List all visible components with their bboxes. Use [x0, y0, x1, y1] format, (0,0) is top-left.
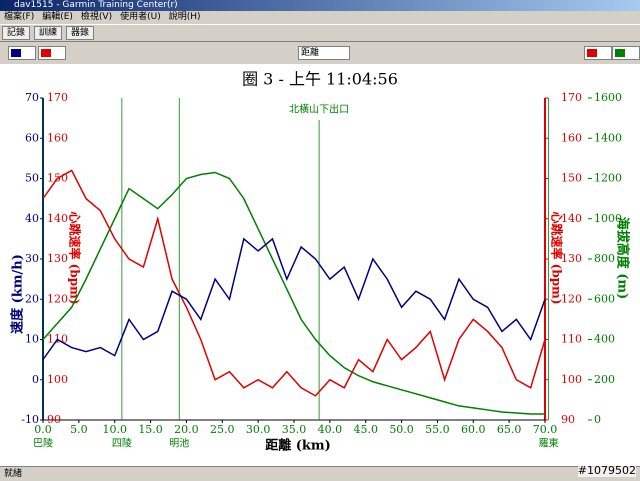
y3-tick-label: 1400	[594, 131, 622, 144]
y-tick-label: 10	[25, 333, 39, 346]
status-bar: 就緒	[0, 466, 640, 480]
y-tick-label: 50	[25, 172, 39, 185]
toolbar-button[interactable]: 訓練	[34, 26, 63, 40]
y3-axis-label: 海拔高度 (m)	[615, 217, 631, 300]
color-picker[interactable]	[8, 46, 36, 60]
color-picker[interactable]	[584, 46, 612, 60]
menu-item[interactable]: 說明(H)	[168, 12, 201, 22]
y2-tick-label: 160	[47, 131, 68, 144]
y-tick-label: 30	[25, 252, 39, 265]
x-tick-label: 60.0	[461, 423, 486, 436]
chart-title: 圈 3 - 上午 11:04:56	[242, 70, 398, 89]
x-tick-label: 70.0	[533, 423, 558, 436]
y-tick-label: 20	[25, 292, 39, 305]
x-tick-label: 15.0	[138, 423, 163, 436]
x-tick-label: 10.0	[102, 423, 127, 436]
x-axis-label: 距離 (km)	[265, 438, 331, 454]
y-tick-label: -10	[21, 413, 39, 426]
annotation: 明池	[169, 437, 189, 450]
y2-tick-label: 130	[47, 252, 68, 265]
window-title: dav1515 - Garmin Training Center(r)	[0, 0, 640, 11]
menu-bar: 檔案(F) 編輯(E) 檢視(V) 使用者(U) 說明(H)	[0, 11, 640, 23]
x-tick-label: 5.0	[70, 423, 88, 436]
y2-tick-label: 170	[47, 91, 68, 104]
toolbar-button[interactable]: 器錄	[66, 26, 95, 40]
color-picker[interactable]	[38, 46, 66, 60]
y3-tick-label: 200	[594, 373, 615, 386]
y2-axis-label: 心跳速率 (bpm)	[550, 211, 565, 304]
x-tick-label: 35.0	[282, 423, 307, 436]
toolbar: 記錄 訓練 器錄	[0, 24, 640, 42]
y2-tick-label: 90	[561, 413, 575, 426]
y2-tick-label: 110	[561, 333, 582, 346]
y-tick-label: 70	[25, 91, 39, 104]
y2-tick-label: 160	[561, 131, 582, 144]
annotation: 巴陵	[33, 438, 53, 450]
annotation: 四陵	[112, 438, 132, 450]
y2-tick-label: 100	[47, 373, 68, 386]
x-tick-label: 50.0	[389, 423, 414, 436]
y2-tick-label: 130	[561, 252, 582, 265]
x-tick-label: 40.0	[318, 423, 343, 436]
y3-tick-label: 0	[594, 413, 601, 426]
y3-tick-label: 1200	[594, 172, 622, 185]
y3-tick-label: 800	[594, 252, 615, 265]
y3-tick-label: 400	[594, 333, 615, 346]
menu-item[interactable]: 檔案(F)	[4, 12, 35, 22]
color-picker[interactable]	[612, 46, 640, 60]
y-tick-label: 40	[25, 212, 39, 225]
y-axis-label: 速度 (km/h)	[10, 254, 26, 334]
y2-tick-label: 100	[561, 373, 582, 386]
x-tick-label: 30.0	[246, 423, 271, 436]
x-tick-label: 65.0	[497, 423, 522, 436]
series-line	[42, 237, 546, 361]
series-line	[42, 169, 546, 397]
watermark: #1079502	[577, 464, 636, 477]
y2-tick-label: 140	[561, 212, 582, 225]
x-tick-label: 45.0	[353, 423, 378, 436]
y-tick-label: 0	[32, 373, 39, 386]
y-tick-label: 60	[25, 131, 39, 144]
annotation: 羅東	[539, 437, 559, 450]
y2-tick-label: 120	[47, 292, 68, 305]
y2-tick-label: 90	[47, 413, 61, 426]
y3-tick-label: 1600	[594, 91, 622, 104]
menu-item[interactable]: 檢視(V)	[80, 12, 113, 22]
menu-item[interactable]: 編輯(E)	[42, 12, 73, 22]
chart: 圈 3 - 上午 11:04:56 距離 (km) 速度 (km/h) 心跳速率…	[0, 64, 640, 466]
y3-tick-label: 1000	[594, 212, 622, 225]
annotation: 北橫山下出口	[289, 103, 349, 116]
y3-tick-label: 600	[594, 292, 615, 305]
y2-tick-label: 170	[561, 91, 582, 104]
x-tick-label: 0.0	[34, 423, 52, 436]
series-line	[42, 171, 545, 415]
x-tick-label: 25.0	[210, 423, 235, 436]
y2-tick-label: 140	[47, 212, 68, 225]
y2-tick-label: 120	[561, 292, 582, 305]
y2-axis-label: 心跳速率 (bpm)	[68, 211, 83, 304]
status-text: 就緒	[4, 469, 23, 479]
dropdown[interactable]: 距離	[298, 46, 350, 60]
menu-item[interactable]: 使用者(U)	[120, 12, 161, 22]
toolbar-button[interactable]: 記錄	[2, 26, 31, 40]
x-tick-label: 20.0	[174, 423, 199, 436]
y2-tick-label: 150	[561, 172, 582, 185]
x-tick-label: 55.0	[425, 423, 450, 436]
